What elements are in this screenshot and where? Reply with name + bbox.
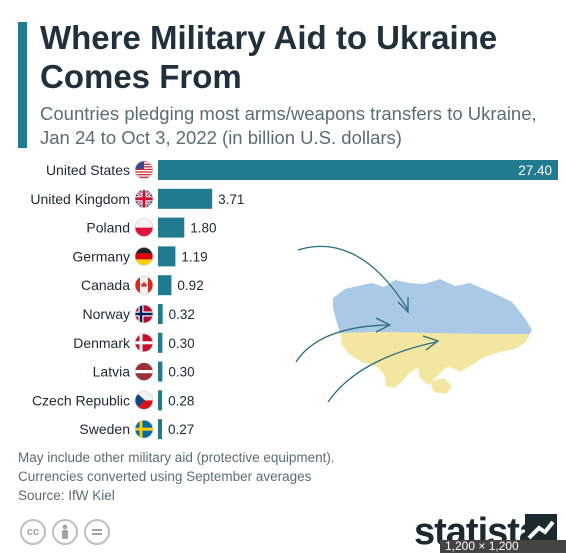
flag-cz-icon bbox=[134, 390, 154, 410]
ukraine-map-blue bbox=[333, 279, 532, 334]
value-label: 27.40 bbox=[518, 163, 552, 178]
flag-dk-icon bbox=[134, 333, 154, 353]
bar bbox=[158, 361, 163, 382]
title-accent-bar bbox=[18, 22, 27, 148]
bar bbox=[158, 160, 558, 180]
bar bbox=[158, 246, 176, 267]
flag-de-icon bbox=[134, 246, 154, 266]
arrow-middle bbox=[295, 324, 389, 363]
chart-title: Where Military Aid to Ukraine Comes From bbox=[40, 19, 498, 95]
value-label: 3.71 bbox=[218, 192, 244, 207]
bar bbox=[158, 304, 163, 324]
bar bbox=[158, 275, 172, 296]
bar bbox=[158, 332, 163, 353]
chart-subtitle: Countries pledging most arms/weapons tra… bbox=[40, 103, 537, 148]
arrow-bottom bbox=[327, 341, 437, 403]
value-label: 0.92 bbox=[177, 278, 203, 293]
flag-pl-icon bbox=[134, 218, 154, 238]
value-label: 0.30 bbox=[168, 336, 194, 351]
value-label: 1.19 bbox=[181, 249, 207, 264]
chart-notes: May include other military aid (protecti… bbox=[18, 448, 335, 505]
note-source: Source: IfW Kiel bbox=[18, 488, 115, 503]
note-currency-conversion: Currencies converted using September ave… bbox=[18, 469, 312, 484]
country-label: Latvia bbox=[93, 364, 131, 380]
ukraine-map bbox=[295, 245, 532, 403]
value-label: 0.27 bbox=[168, 422, 194, 437]
flag-lv-icon bbox=[134, 362, 154, 382]
no-derivatives-icon[interactable] bbox=[84, 519, 110, 545]
flag-uk-icon bbox=[134, 189, 154, 209]
ukraine-map-yellow bbox=[340, 332, 530, 388]
country-label: Norway bbox=[83, 306, 130, 322]
bar bbox=[158, 419, 162, 440]
value-label: 1.80 bbox=[190, 221, 216, 236]
flag-se-icon bbox=[134, 419, 154, 439]
arrow-top-head bbox=[397, 297, 409, 314]
flag-no-icon bbox=[134, 304, 154, 324]
value-label: 0.30 bbox=[168, 365, 194, 380]
arrow-bottom-head bbox=[422, 335, 440, 351]
country-label: Poland bbox=[86, 220, 130, 236]
bar-chart: United States 27.40 United Kingdom 3.71 Pola… bbox=[30, 160, 558, 440]
country-label: Canada bbox=[81, 277, 130, 293]
country-label: Czech Republic bbox=[32, 392, 130, 408]
country-label: United States bbox=[46, 162, 130, 178]
attribution-icon[interactable] bbox=[52, 519, 78, 545]
crimea-outline bbox=[430, 378, 452, 394]
bar bbox=[158, 390, 163, 411]
bar bbox=[158, 217, 185, 238]
value-label: 0.28 bbox=[168, 393, 194, 408]
value-label: 0.32 bbox=[169, 307, 195, 322]
cc-icon[interactable]: cc bbox=[20, 519, 46, 545]
country-label: Germany bbox=[72, 248, 130, 264]
flag-ca-icon bbox=[134, 275, 154, 295]
country-label: United Kingdom bbox=[30, 191, 130, 207]
arrows bbox=[295, 245, 440, 403]
arrow-middle-head bbox=[375, 317, 392, 333]
country-label: Sweden bbox=[79, 421, 130, 437]
flag-us-icon bbox=[134, 160, 154, 180]
image-size-label: 1,200 × 1,200 bbox=[440, 540, 566, 553]
bars: United States 27.40 United Kingdom 3.71 Pola… bbox=[30, 160, 558, 440]
country-label: Denmark bbox=[73, 335, 131, 351]
bar bbox=[158, 188, 213, 209]
note-protective-equipment: May include other military aid (protecti… bbox=[18, 450, 335, 465]
arrow-top bbox=[297, 245, 409, 311]
